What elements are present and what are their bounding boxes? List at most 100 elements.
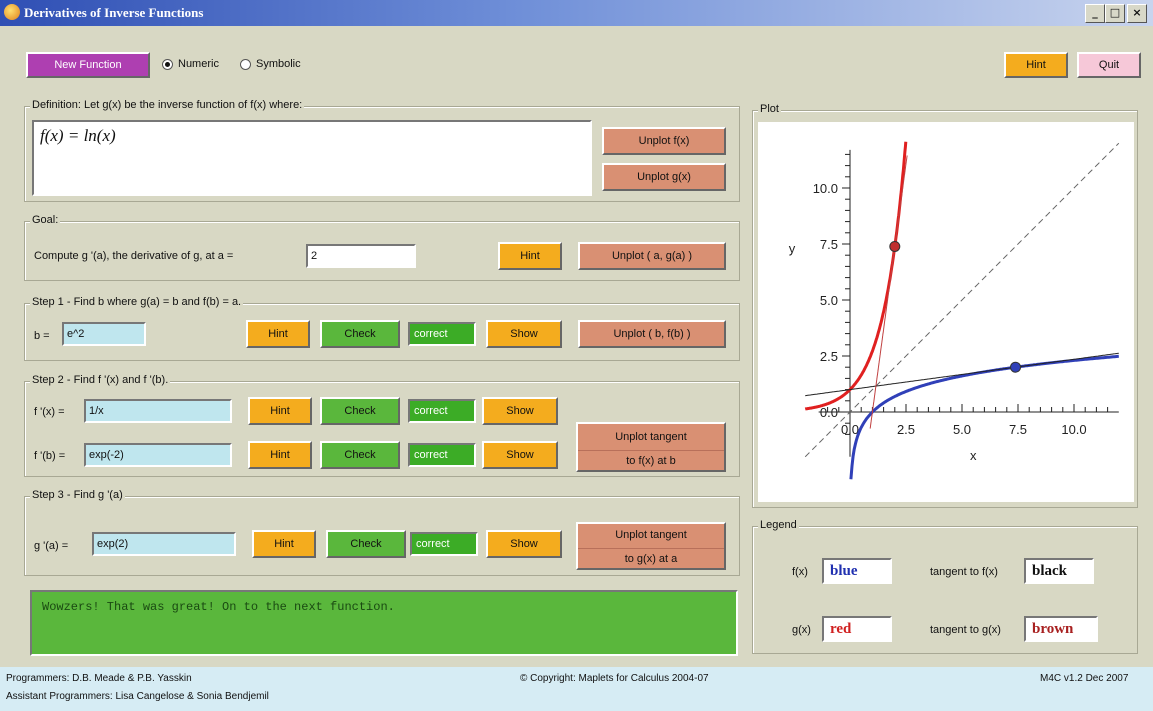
b-label: b = [34,330,50,342]
footer-copyright: © Copyright: Maplets for Calculus 2004-0… [520,673,709,684]
legend-tg-label: tangent to g(x) [930,624,1001,636]
step3-show-button[interactable]: Show [486,530,562,558]
series-tangent-to-f-x-at-b [805,352,1119,397]
series-y-x [804,142,1120,458]
maximize-button[interactable]: □ [1105,4,1125,23]
plot-label: Plot [758,103,781,115]
step1-group [24,303,740,361]
fpb-input[interactable]: exp(-2) [84,443,232,467]
legend-tf-label: tangent to f(x) [930,566,998,578]
step1-check-button[interactable]: Check [320,320,400,348]
series-tangent-to-g-x-at-a [869,155,908,429]
goal-hint-button[interactable]: Hint [498,242,562,270]
step1-status: correct [408,322,476,346]
unplot-tangent-f-line2: to f(x) at b [578,449,724,468]
step3-group [24,496,740,576]
plot-area: 0.0 2.5 5.0 7.5 10.0 0.0 2.5 5.0 7.5 10.0 x y [758,122,1134,502]
symbolic-label: Symbolic [256,58,301,70]
legend-f-label: f(x) [792,566,808,578]
goal-text: Compute g '(a), the derivative of g, at … [34,250,234,262]
fpx-check-button[interactable]: Check [320,397,400,425]
top-hint-button[interactable]: Hint [1004,52,1068,78]
unplot-tangent-g-line2: to g(x) at a [578,548,724,566]
y-tick-label: 5.0 [820,293,838,308]
unplot-b-fb-button[interactable]: Unplot ( b, f(b) ) [578,320,726,348]
fpb-hint-button[interactable]: Hint [248,441,312,469]
step1-show-button[interactable]: Show [486,320,562,348]
fpb-show-button[interactable]: Show [482,441,558,469]
plot-svg: 0.0 2.5 5.0 7.5 10.0 0.0 2.5 5.0 7.5 10.0 x y [789,141,1120,480]
legend-label: Legend [758,519,799,531]
fpb-status: correct [408,443,476,467]
b-input[interactable]: e^2 [62,322,146,346]
fpx-input[interactable]: 1/x [84,399,232,423]
legend-g-label: g(x) [792,624,811,636]
window-title: Derivatives of Inverse Functions [24,5,204,20]
fpx-show-button[interactable]: Show [482,397,558,425]
series-exp-x- [804,141,908,411]
step3-status: correct [410,532,478,556]
tangent-point [1010,361,1022,373]
series-ln-x- [849,354,1119,480]
unplot-g-button[interactable]: Unplot g(x) [602,163,726,191]
numeric-label: Numeric [178,58,219,70]
function-display[interactable]: f(x) = ln(x) [32,120,592,196]
legend-g-value: red [822,616,892,642]
goal-group [24,221,740,281]
gpa-label: g '(a) = [34,540,69,552]
x-axis-label: x [970,448,977,463]
step3-label: Step 3 - Find g '(a) [30,489,125,501]
legend-f-value: blue [822,558,892,584]
close-button[interactable]: × [1127,4,1147,23]
footer-version: M4C v1.2 Dec 2007 [1040,673,1129,684]
x-tick-label: 2.5 [897,422,915,437]
x-tick-label: 10.0 [1061,422,1086,437]
legend-tf-value: black [1024,558,1094,584]
unplot-tangent-f-line1: Unplot tangent [615,430,687,443]
numeric-radio[interactable] [162,59,173,70]
definition-group [24,106,740,202]
unplot-tangent-g-line1: Unplot tangent [615,529,687,542]
title-bar: Derivatives of Inverse Functions _ □ × [0,0,1153,26]
minimize-button[interactable]: _ [1085,4,1105,23]
fpb-check-button[interactable]: Check [320,441,400,469]
y-tick-label: 7.5 [820,237,838,252]
y-axis-label: y [789,241,796,256]
fpx-hint-button[interactable]: Hint [248,397,312,425]
goal-label: Goal: [30,214,61,226]
footer-programmers: Programmers: D.B. Meade & P.B. Yasskin [6,673,192,684]
unplot-tangent-g-button[interactable]: Unplot tangent to g(x) at a [576,522,726,570]
fpx-label: f '(x) = [34,406,65,418]
unplot-tangent-f-button[interactable]: Unplot tangent to f(x) at b [576,422,726,472]
unplot-a-ga-button[interactable]: Unplot ( a, g(a) ) [578,242,726,270]
x-tick-label: 5.0 [953,422,971,437]
definition-label: Definition: Let g(x) be the inverse func… [30,99,305,111]
step1-label: Step 1 - Find b where g(a) = b and f(b) … [30,296,244,308]
y-tick-label: 0.0 [820,405,838,420]
a-input[interactable]: 2 [306,244,416,268]
legend-group [752,526,1138,654]
footer: Programmers: D.B. Meade & P.B. Yasskin A… [0,667,1153,711]
step2-label: Step 2 - Find f '(x) and f '(b). [30,374,171,386]
step1-hint-button[interactable]: Hint [246,320,310,348]
plot-group [752,110,1138,508]
fpb-label: f '(b) = [34,450,66,462]
message-area: Wowzers! That was great! On to the next … [30,590,738,656]
fpx-status: correct [408,399,476,423]
step3-hint-button[interactable]: Hint [252,530,316,558]
footer-assistants: Assistant Programmers: Lisa Cangelose & … [6,691,269,702]
x-tick-label: 0.0 [841,422,859,437]
legend-tg-value: brown [1024,616,1098,642]
step2-group [24,381,740,477]
symbolic-radio[interactable] [240,59,251,70]
y-tick-label: 10.0 [813,181,838,196]
y-tick-label: 2.5 [820,349,838,364]
step3-check-button[interactable]: Check [326,530,406,558]
quit-button[interactable]: Quit [1077,52,1141,78]
unplot-f-button[interactable]: Unplot f(x) [602,127,726,155]
app-icon [4,4,20,20]
tangent-point [889,240,901,252]
gpa-input[interactable]: exp(2) [92,532,236,556]
new-function-button[interactable]: New Function [26,52,150,78]
x-tick-label: 7.5 [1009,422,1027,437]
